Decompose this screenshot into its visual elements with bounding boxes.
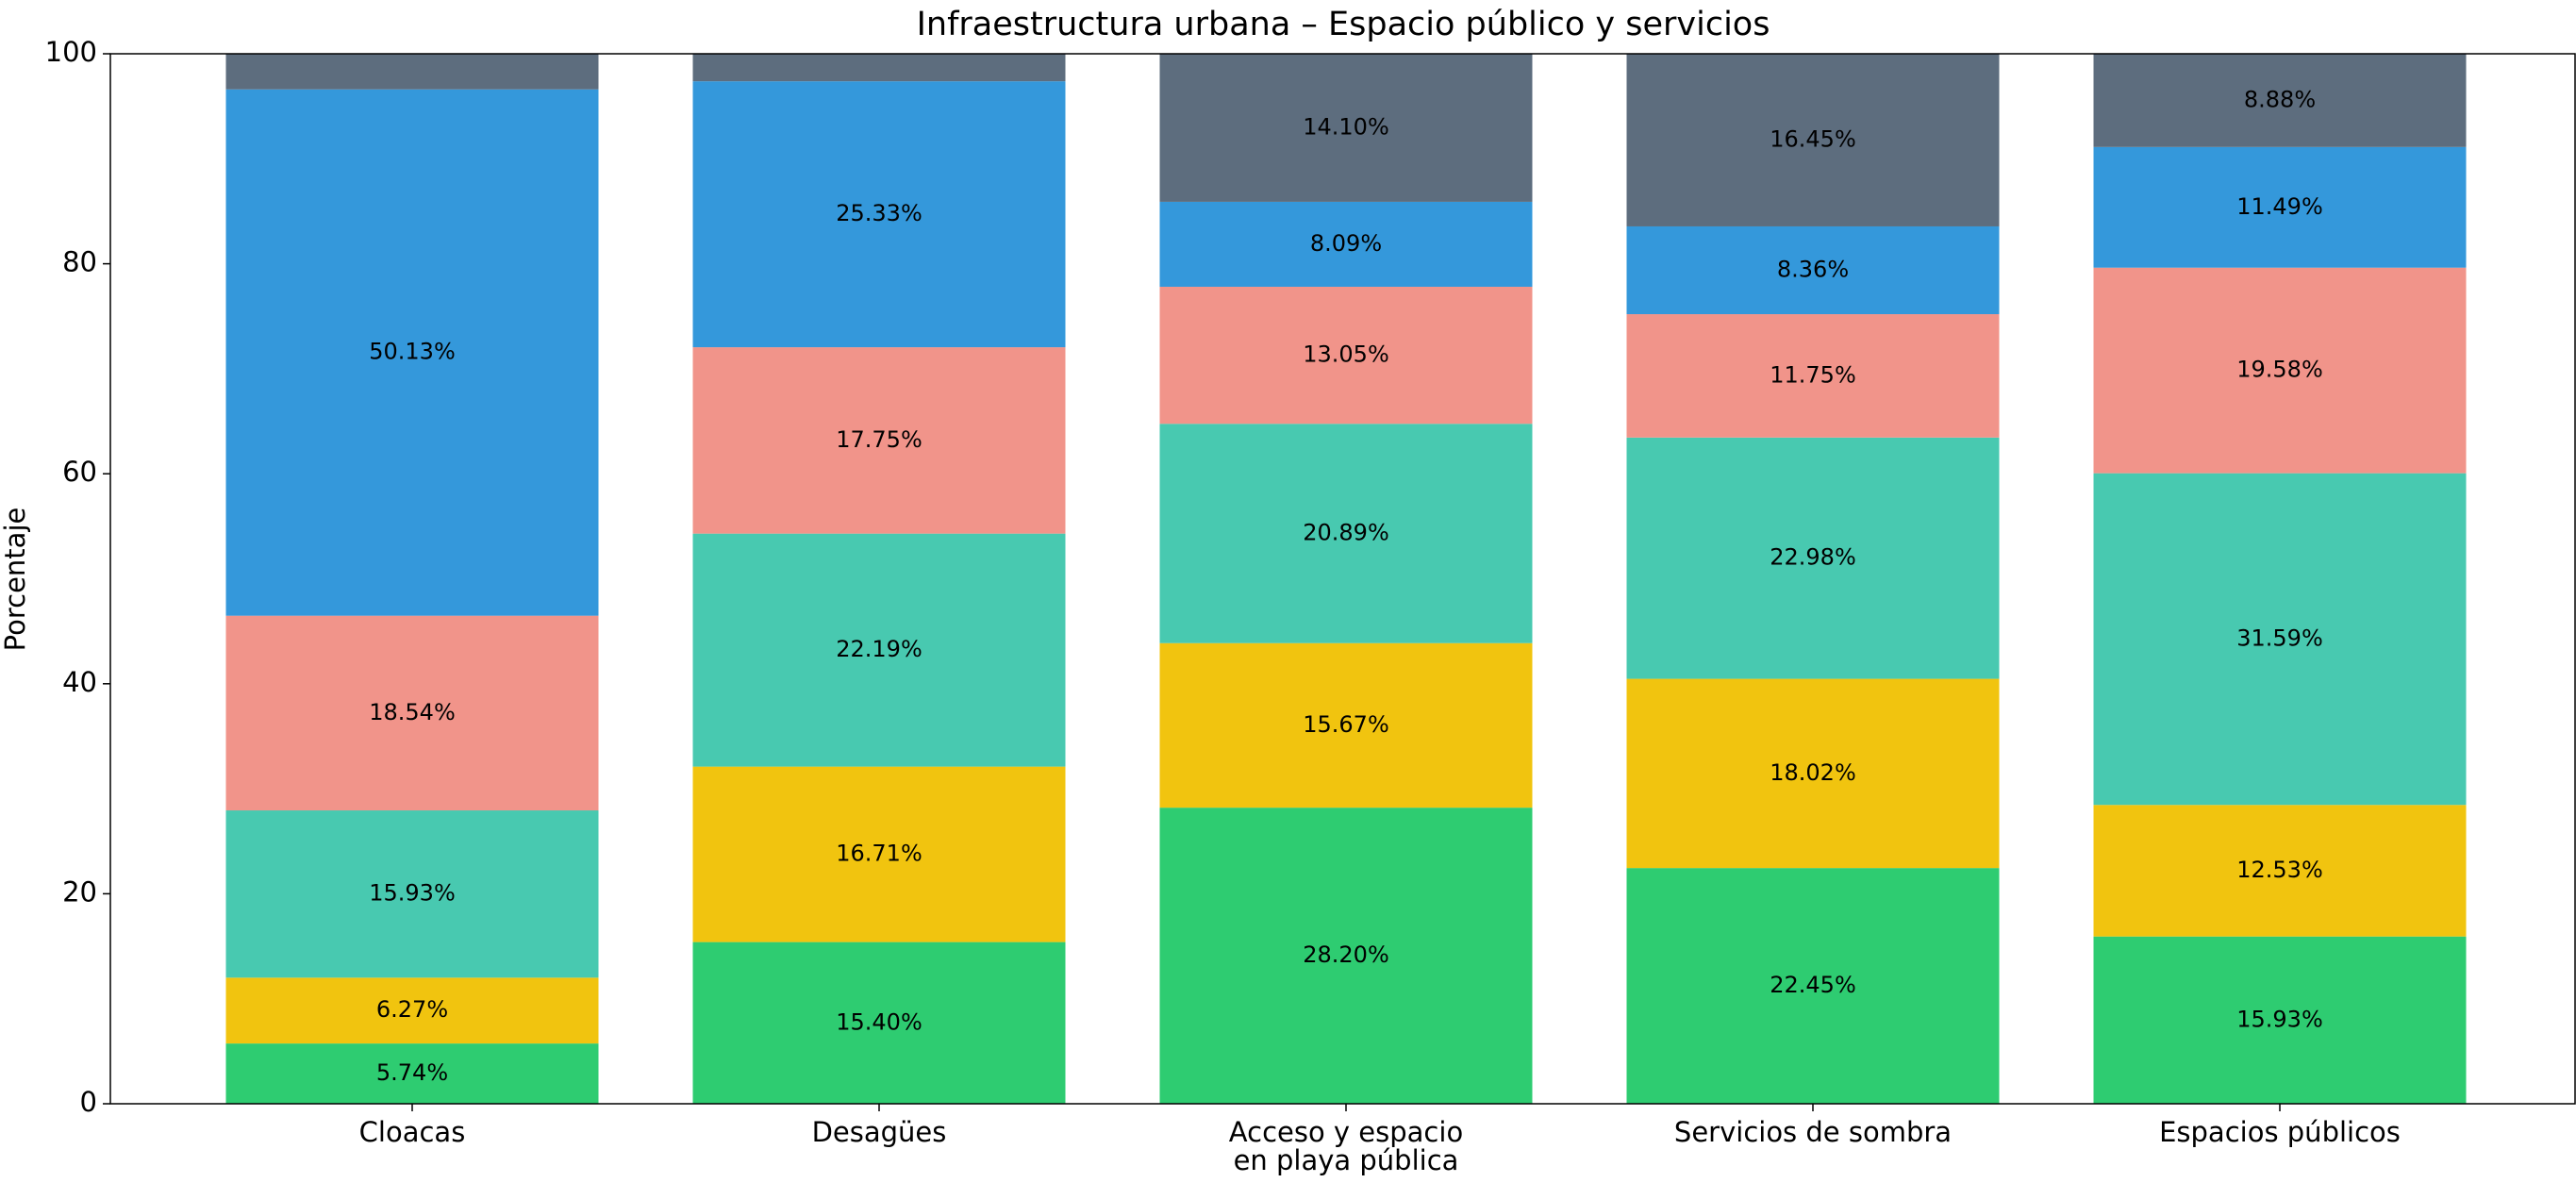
value-label: 31.59% <box>2236 625 2323 651</box>
value-label: 50.13% <box>369 339 456 365</box>
value-label: 28.20% <box>1303 941 1389 968</box>
value-label: 15.93% <box>2236 1006 2323 1032</box>
bar-segment <box>1159 424 1533 643</box>
bar-segment <box>2093 54 2467 147</box>
bar-segment <box>225 54 599 90</box>
value-label: 11.49% <box>2236 193 2323 220</box>
x-tick-label: Cloacas <box>358 1116 466 1148</box>
bar-segment <box>2093 936 2467 1104</box>
value-label: 5.74% <box>376 1059 448 1086</box>
x-tick-label: Servicios de sombra <box>1673 1116 1953 1148</box>
value-label: 11.75% <box>1770 361 1856 388</box>
bar-segment <box>225 977 599 1044</box>
bar-segment <box>1626 868 2000 1104</box>
value-label: 16.71% <box>836 841 922 867</box>
bar-segment <box>1159 808 1533 1104</box>
chart-title: Infraestructura urbana – Espacio público… <box>917 6 1770 43</box>
y-tick-label: 20 <box>62 875 97 908</box>
bar-segment <box>225 810 599 978</box>
x-tick-label: Acceso y espacio en playa pública <box>1228 1116 1464 1176</box>
value-label: 8.36% <box>1777 257 1849 283</box>
y-tick-label: 0 <box>80 1086 97 1118</box>
bar-segment <box>692 54 1066 82</box>
bar-segment <box>2093 473 2467 806</box>
bar-segment <box>1626 53 2000 226</box>
bar-segment <box>692 533 1066 767</box>
value-label: 20.89% <box>1303 519 1389 545</box>
value-label: 15.93% <box>369 880 456 907</box>
value-label: 19.58% <box>2236 357 2323 383</box>
value-label: 8.88% <box>2244 86 2316 112</box>
value-label: 17.75% <box>836 426 922 453</box>
x-tick-label: Espacios públicos <box>2159 1116 2401 1148</box>
value-label: 14.10% <box>1303 113 1389 140</box>
y-tick-label: 60 <box>62 456 97 488</box>
y-tick-label: 100 <box>45 36 97 68</box>
bar-segment <box>225 615 599 811</box>
plot-frame <box>109 53 2576 1105</box>
value-label: 8.09% <box>1310 230 1382 257</box>
value-label: 18.54% <box>369 699 456 725</box>
value-label: 25.33% <box>836 200 922 226</box>
bar-segment <box>1159 201 1533 287</box>
bar-segment <box>1626 437 2000 679</box>
value-label: 16.45% <box>1770 125 1856 152</box>
value-label: 18.02% <box>1770 759 1856 786</box>
value-label: 13.05% <box>1303 342 1389 368</box>
x-tick-label: Desagües <box>811 1116 947 1148</box>
y-tick-label: 80 <box>62 246 97 278</box>
bar-segment <box>692 766 1066 942</box>
bar-segment <box>692 347 1066 534</box>
bar-segment <box>1626 225 2000 315</box>
bar-segment <box>1626 314 2000 438</box>
bar-segment <box>1159 642 1533 808</box>
value-label: 22.98% <box>1770 544 1856 571</box>
value-label: 12.53% <box>2236 857 2323 883</box>
value-label: 6.27% <box>376 996 448 1023</box>
bar-segment <box>1159 54 1533 202</box>
value-label: 22.19% <box>836 636 922 662</box>
bar-segment <box>225 89 599 616</box>
bar-segment <box>2093 146 2467 268</box>
bar-segment <box>692 941 1066 1104</box>
bar-segment <box>1626 678 2000 869</box>
bar-segment <box>225 1043 599 1104</box>
bar-segment <box>2093 805 2467 937</box>
value-label: 22.45% <box>1770 972 1856 998</box>
value-label: 15.67% <box>1303 711 1389 738</box>
bar-segment <box>1159 286 1533 425</box>
bar-segment <box>2093 267 2467 474</box>
bar-segment <box>692 81 1066 348</box>
y-tick-label: 40 <box>62 666 97 698</box>
y-axis-label: Porcentaje <box>0 508 31 652</box>
value-label: 15.40% <box>836 1008 922 1035</box>
